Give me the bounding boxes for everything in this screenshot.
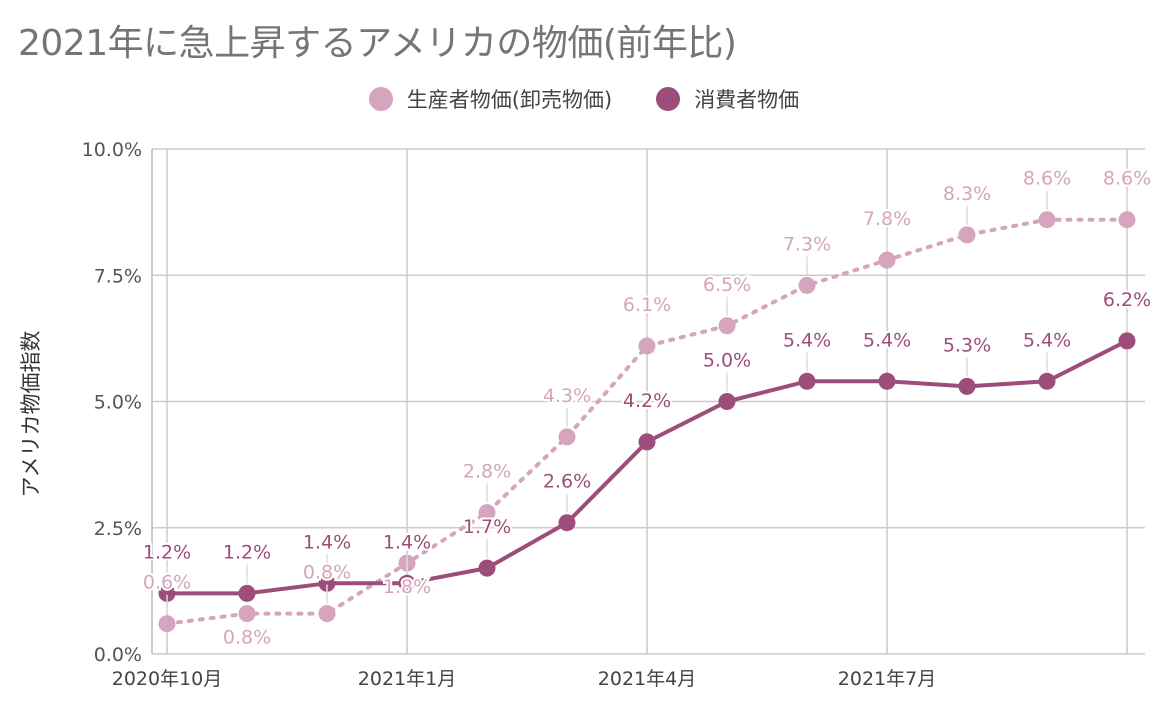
data-point <box>318 574 336 592</box>
data-label: 6.1% <box>623 294 671 316</box>
legend-item-producer-prices[interactable]: 生産者物価(卸売物価) <box>368 84 613 114</box>
data-point <box>798 372 816 390</box>
x-tick-label: 2021年4月 <box>598 668 696 690</box>
data-label: 4.2% <box>623 390 671 412</box>
y-tick-label: 2.5% <box>94 518 142 540</box>
x-tick-label: 2021年1月 <box>358 668 456 690</box>
data-label: 1.2% <box>223 541 271 563</box>
data-point <box>958 377 976 395</box>
series-consumer-prices <box>158 332 1136 602</box>
data-point <box>958 226 976 244</box>
data-label: 8.6% <box>1103 168 1151 190</box>
data-labels-consumer: 1.2% 1.2% 1.4% 1.4% 1.7% 2.6% 4.2% 5.0% 5.4% 5.4%… <box>141 287 1153 584</box>
data-point <box>638 433 656 451</box>
data-label: 7.8% <box>863 208 911 230</box>
legend-label-consumer: 消費者物価 <box>694 88 800 112</box>
data-label: 0.8% <box>223 627 271 649</box>
data-label: 0.8% <box>303 562 351 584</box>
data-point <box>238 584 256 602</box>
data-label: 2.8% <box>463 461 511 483</box>
data-label: 1.2% <box>143 541 191 563</box>
data-label: 8.3% <box>943 183 991 205</box>
legend-swatch-producer <box>368 87 393 111</box>
data-point <box>158 615 176 633</box>
data-point <box>878 372 896 390</box>
data-point <box>158 584 176 602</box>
data-label: 8.6% <box>1023 168 1071 190</box>
legend-item-consumer-prices[interactable]: 消費者物価 <box>656 84 799 114</box>
chart-title: 2021年に急上昇するアメリカの物価(前年比) <box>18 23 737 64</box>
y-tick-label: 7.5% <box>94 265 142 287</box>
data-label: 1.8% <box>383 576 431 598</box>
legend-swatch-consumer <box>656 87 681 111</box>
x-tick-label: 2021年7月 <box>838 668 936 690</box>
data-label: 5.4% <box>863 329 911 351</box>
data-point <box>478 504 496 522</box>
legend-label-producer: 生産者物価(卸売物価) <box>406 88 613 112</box>
data-point <box>1038 372 1056 390</box>
x-tick-label: 2020年10月 <box>112 668 223 690</box>
data-point <box>238 605 256 623</box>
data-point <box>558 428 576 446</box>
data-label: 1.7% <box>463 516 511 538</box>
data-point <box>558 514 576 532</box>
data-label: 6.2% <box>1103 289 1151 311</box>
data-point <box>1118 211 1136 229</box>
data-label: 5.4% <box>1023 329 1071 351</box>
data-labels-producer: 0.6% 0.8% 0.8% 1.8% 2.8% 4.3% 6.1% 6.5% 7.3% 7.8%… <box>141 166 1153 651</box>
data-point <box>398 574 416 592</box>
data-label: 0.6% <box>143 572 191 594</box>
data-point <box>638 337 656 355</box>
data-point <box>798 276 816 294</box>
series-producer-prices <box>158 211 1136 633</box>
data-point <box>718 393 736 410</box>
data-point <box>1118 332 1136 350</box>
y-tick-label: 0.0% <box>94 644 142 666</box>
data-label: 5.3% <box>943 334 991 356</box>
data-label: 7.3% <box>783 233 831 255</box>
data-point <box>1038 211 1056 229</box>
y-tick-label: 10.0% <box>82 139 142 161</box>
data-label: 5.4% <box>783 329 831 351</box>
data-point <box>478 559 496 577</box>
data-label: 4.3% <box>543 385 591 407</box>
data-point <box>318 605 336 623</box>
y-tick-label: 5.0% <box>94 392 142 414</box>
data-point <box>878 251 896 269</box>
data-label: 1.4% <box>383 531 431 553</box>
data-label: 1.4% <box>303 531 351 553</box>
data-point <box>718 317 736 335</box>
data-label: 5.0% <box>703 350 751 372</box>
data-label: 2.6% <box>543 471 591 493</box>
data-label: 6.5% <box>703 274 751 296</box>
legend: 生産者物価(卸売物価) 消費者物価 <box>0 82 1168 116</box>
